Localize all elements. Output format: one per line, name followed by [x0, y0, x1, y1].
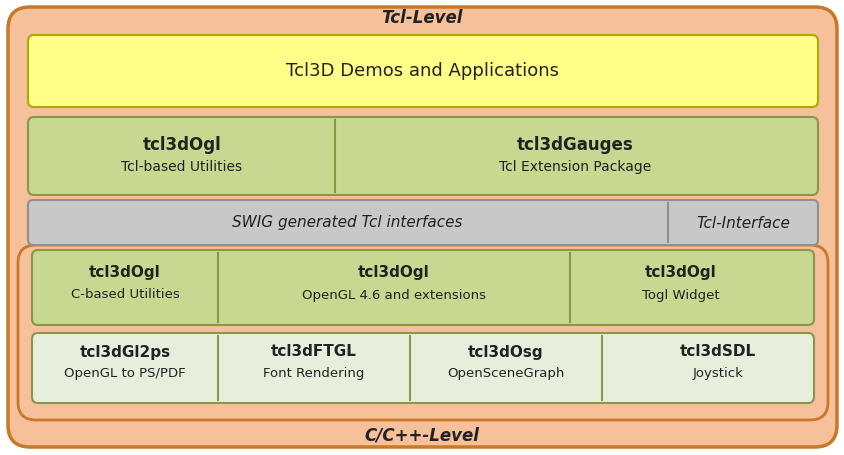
FancyBboxPatch shape	[8, 7, 836, 447]
Text: tcl3dOgl: tcl3dOgl	[644, 266, 716, 280]
Text: tcl3dGl2ps: tcl3dGl2ps	[79, 344, 170, 359]
Text: tcl3dSDL: tcl3dSDL	[679, 344, 755, 359]
Text: tcl3dFTGL: tcl3dFTGL	[271, 344, 356, 359]
Text: C/C++-Level: C/C++-Level	[364, 426, 479, 444]
Text: OpenSceneGraph: OpenSceneGraph	[446, 368, 564, 380]
Text: tcl3dOgl: tcl3dOgl	[143, 136, 221, 154]
Text: Tcl Extension Package: Tcl Extension Package	[498, 160, 651, 174]
Text: tcl3dOgl: tcl3dOgl	[89, 266, 160, 280]
Text: Joystick: Joystick	[692, 368, 743, 380]
Text: Togl Widget: Togl Widget	[641, 288, 719, 302]
Text: tcl3dOgl: tcl3dOgl	[358, 266, 430, 280]
Text: tcl3dGauges: tcl3dGauges	[516, 136, 633, 154]
Text: Tcl-based Utilities: Tcl-based Utilities	[122, 160, 242, 174]
FancyBboxPatch shape	[28, 200, 817, 245]
Text: Tcl-Level: Tcl-Level	[381, 9, 463, 27]
Text: Tcl-Interface: Tcl-Interface	[695, 216, 789, 231]
Text: OpenGL 4.6 and extensions: OpenGL 4.6 and extensions	[301, 288, 485, 302]
Text: SWIG generated Tcl interfaces: SWIG generated Tcl interfaces	[231, 216, 462, 231]
FancyBboxPatch shape	[18, 245, 827, 420]
FancyBboxPatch shape	[32, 250, 813, 325]
Text: OpenGL to PS/PDF: OpenGL to PS/PDF	[64, 368, 186, 380]
FancyBboxPatch shape	[32, 333, 813, 403]
Text: Font Rendering: Font Rendering	[263, 368, 365, 380]
FancyBboxPatch shape	[28, 35, 817, 107]
FancyBboxPatch shape	[28, 117, 817, 195]
Text: C-based Utilities: C-based Utilities	[71, 288, 179, 302]
Text: Tcl3D Demos and Applications: Tcl3D Demos and Applications	[286, 62, 559, 80]
Text: tcl3dOsg: tcl3dOsg	[468, 344, 544, 359]
